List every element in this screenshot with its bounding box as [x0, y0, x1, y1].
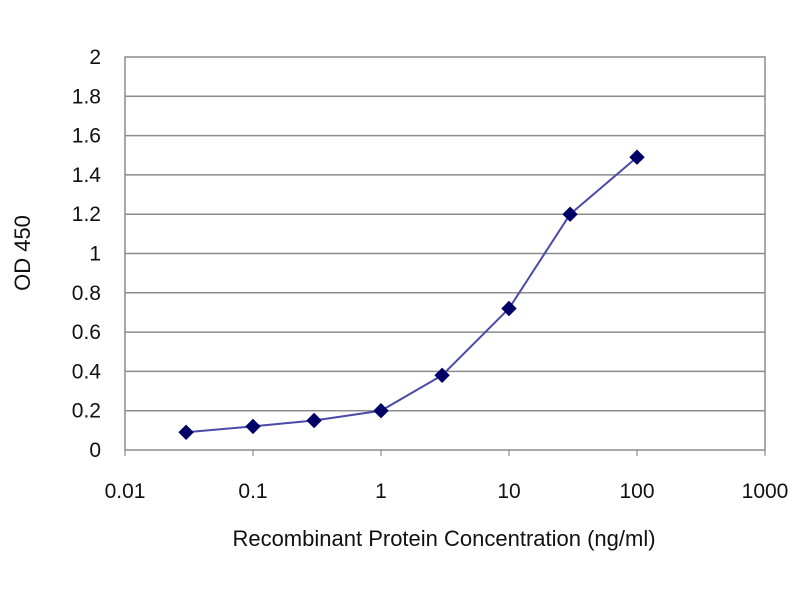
y-tick-labels: 0 0.2 0.4 0.6 0.8 1 1.2 1.4 1.6 1.8 2: [72, 46, 102, 462]
y-tick-label: 0.4: [72, 360, 102, 383]
series-layer: [178, 149, 645, 441]
x-tick-labels: 0.01 0.1 1 10 100 1000: [105, 450, 789, 503]
data-point: [245, 418, 261, 435]
y-tick-label: 0.6: [72, 321, 101, 344]
data-point: [178, 424, 194, 441]
x-tick-label: 0.1: [238, 480, 267, 503]
data-point: [629, 149, 645, 165]
data-point: [562, 206, 578, 222]
y-tick-label: 0: [89, 439, 101, 462]
data-point: [373, 402, 389, 419]
y-axis-title: OD 450: [10, 215, 35, 291]
y-tick-label: 1.4: [72, 164, 102, 187]
x-tick-label: 10: [497, 480, 520, 503]
y-tick-label: 1: [89, 243, 101, 266]
y-tick-label: 0.8: [72, 282, 101, 305]
data-point: [434, 367, 450, 384]
x-tick-label: 100: [619, 480, 654, 503]
y-tick-label: 1.6: [72, 125, 101, 148]
y-tick-label: 1.2: [72, 203, 101, 226]
y-tick-label: 1.8: [72, 85, 101, 108]
x-tick-label: 1000: [742, 480, 789, 503]
y-tick-label: 0.2: [72, 400, 101, 423]
data-point: [501, 300, 517, 317]
data-point: [306, 412, 322, 429]
x-tick-label: 0.01: [105, 480, 146, 503]
x-tick-label: 1: [375, 480, 387, 503]
gridlines: [125, 95, 765, 412]
plot-area: [124, 56, 766, 451]
y-tick-label: 2: [89, 46, 101, 69]
series-line: [186, 156, 638, 434]
x-axis-title: Recombinant Protein Concentration (ng/ml…: [232, 526, 655, 551]
